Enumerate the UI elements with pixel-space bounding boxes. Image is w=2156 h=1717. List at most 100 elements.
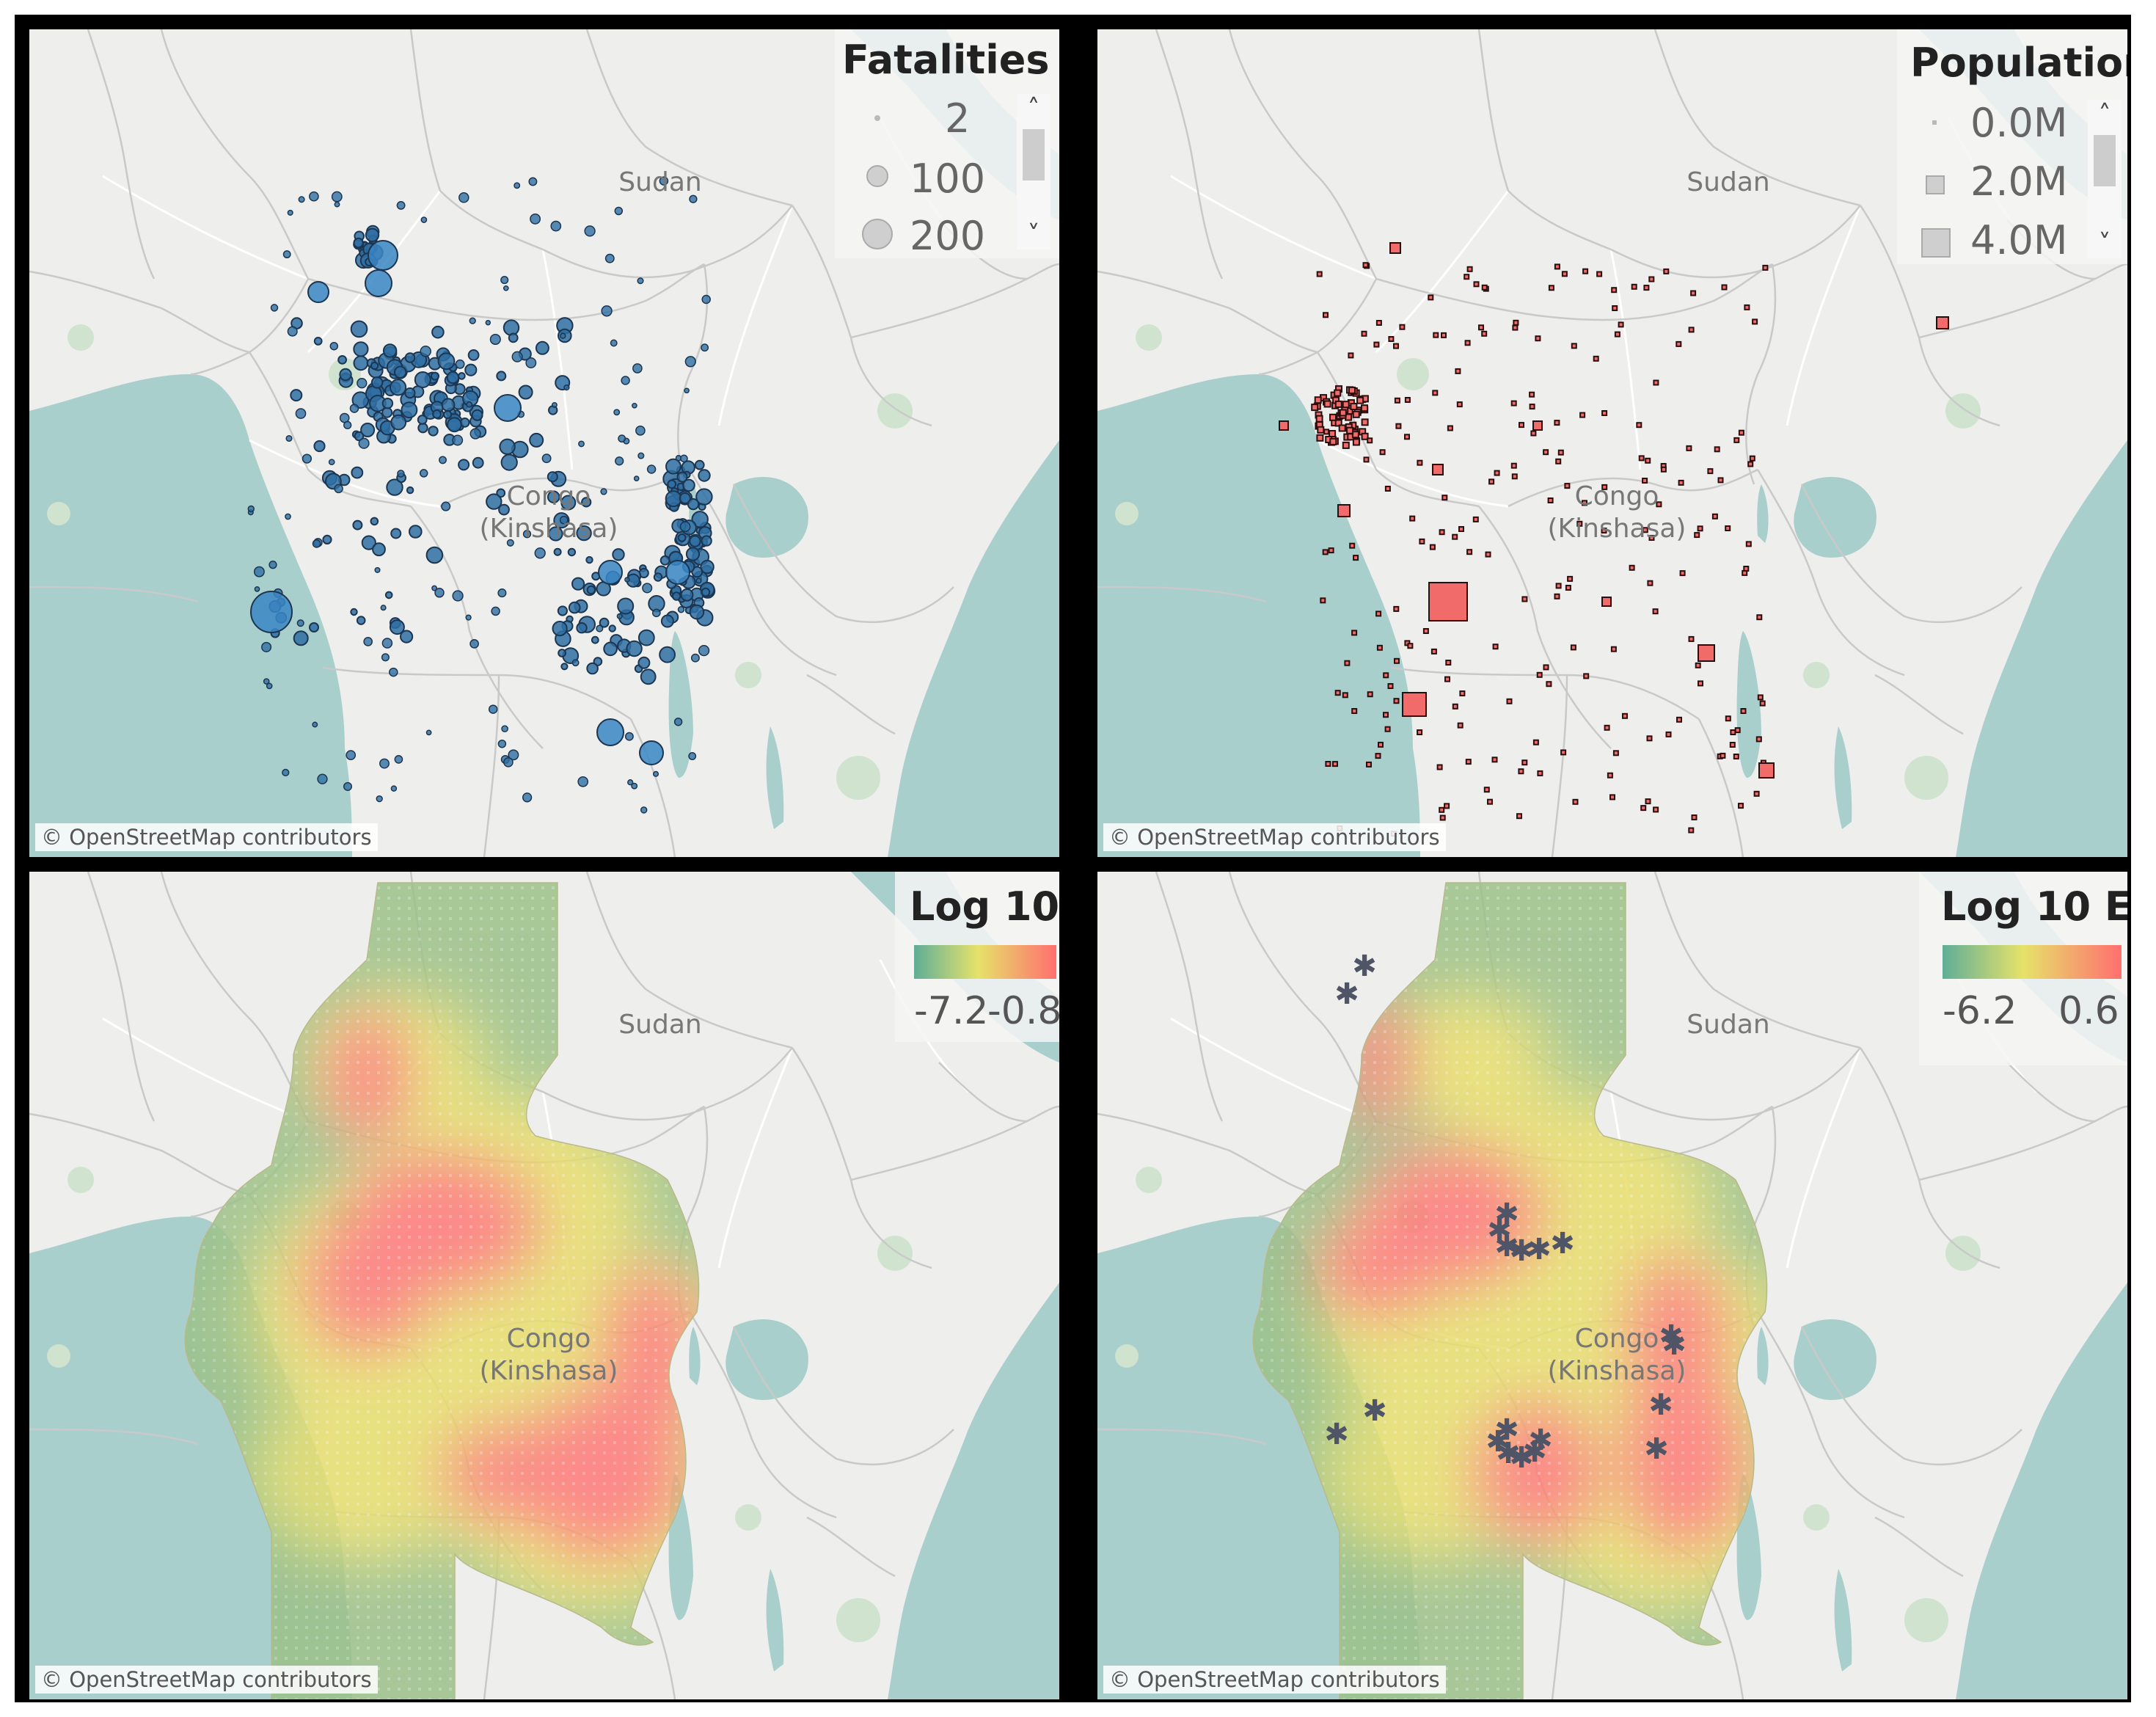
grid-cell <box>562 1236 565 1239</box>
grid-cell <box>326 1082 329 1084</box>
grid-cell <box>408 1513 411 1516</box>
grid-cell <box>346 1133 349 1136</box>
grid-cell <box>500 1246 503 1249</box>
population-map-panel[interactable]: Sudan Congo (Kinshasa) Population 0.0M 2.0… <box>1097 29 2127 857</box>
grid-cell <box>521 1523 524 1526</box>
grid-cell <box>552 1544 555 1547</box>
grid-cell <box>490 969 493 971</box>
grid-cell <box>387 1277 390 1280</box>
grid-cell <box>521 1349 524 1352</box>
grid-cell <box>439 948 442 951</box>
grid-cell <box>449 1554 452 1557</box>
country-border <box>29 1112 250 1196</box>
grid-cell <box>469 1236 472 1239</box>
grid-cell <box>603 1575 606 1578</box>
grid-cell <box>562 1462 565 1465</box>
population-marker <box>1572 798 1579 805</box>
grid-cell <box>490 999 493 1002</box>
grid-cell <box>336 1092 339 1095</box>
scroll-thumb[interactable] <box>1023 129 1045 181</box>
grid-cell <box>490 1236 493 1239</box>
fatality-marker <box>486 493 503 510</box>
grid-cell <box>285 1554 288 1557</box>
grid-cell <box>398 927 401 930</box>
grid-cell <box>459 1040 462 1043</box>
grid-cell <box>377 1051 380 1054</box>
fatality-marker <box>372 542 386 557</box>
grid-cell <box>521 907 524 910</box>
grid-cell <box>418 1534 421 1536</box>
grid-cell <box>398 1647 401 1649</box>
grid-cell <box>603 1205 606 1208</box>
grid-cell <box>305 1544 308 1547</box>
grid-cell <box>233 1410 236 1413</box>
grid-cell <box>511 1575 514 1578</box>
fatality-marker <box>639 740 664 765</box>
grid-cell <box>449 1297 452 1300</box>
legend-scrollbar[interactable]: ˄ ˅ <box>2088 100 2122 258</box>
grid-cell <box>511 1554 514 1557</box>
map-attribution[interactable]: © OpenStreetMap contributors <box>35 823 378 851</box>
grid-cell <box>624 1534 626 1536</box>
grid-cell <box>377 1297 380 1300</box>
grid-cell <box>490 938 493 941</box>
grid-cell <box>665 1308 668 1310</box>
fatality-marker <box>282 250 291 259</box>
grid-cell <box>511 1195 514 1197</box>
scroll-up-icon[interactable]: ˄ <box>1027 94 1040 123</box>
grid-cell <box>449 1482 452 1485</box>
grid-cell <box>603 1379 606 1382</box>
grid-cell <box>541 1277 544 1280</box>
fatality-marker <box>701 587 711 597</box>
grid-cell <box>531 1369 534 1372</box>
grid-cell <box>367 1215 370 1218</box>
grid-cell <box>449 1092 452 1095</box>
scroll-thumb[interactable] <box>2094 135 2116 186</box>
fatality-marker <box>381 638 393 649</box>
fatalities-map-panel[interactable]: Sudan Congo (Kinshasa) Fatalities 2 100 20… <box>29 29 1059 857</box>
map-attribution[interactable]: © OpenStreetMap contributors <box>1103 823 1446 851</box>
grid-cell <box>418 1410 421 1413</box>
grid-cell <box>418 1482 421 1485</box>
grid-cell <box>377 1174 380 1177</box>
grid-cell <box>244 1441 246 1444</box>
grid-cell <box>326 1492 329 1495</box>
grid-cell <box>562 1421 565 1423</box>
grid-cell <box>305 1554 308 1557</box>
fatality-marker <box>312 539 321 548</box>
grid-cell <box>449 1575 452 1578</box>
grid-cell <box>377 1338 380 1341</box>
grid-cell <box>572 1215 575 1218</box>
grid-cell <box>305 1462 308 1465</box>
grid-cell <box>552 1379 555 1382</box>
scroll-up-icon[interactable]: ˄ <box>2098 100 2111 129</box>
grid-cell <box>480 1308 483 1310</box>
legend-scrollbar[interactable]: ˄ ˅ <box>1017 94 1050 249</box>
grid-cell <box>521 938 524 941</box>
grid-cell <box>285 1462 288 1465</box>
grid-cell <box>439 969 442 971</box>
grid-cell <box>326 1071 329 1074</box>
grid-cell <box>387 1390 390 1393</box>
population-marker <box>1642 478 1648 484</box>
grid-cell <box>305 1431 308 1434</box>
population-marker <box>1532 420 1543 431</box>
scroll-down-icon[interactable]: ˅ <box>1027 220 1040 249</box>
grid-cell <box>562 1174 565 1177</box>
grid-cell <box>459 1369 462 1372</box>
grid-cell <box>511 1133 514 1136</box>
fatality-marker <box>329 341 339 351</box>
grid-cell <box>439 1246 442 1249</box>
grid-cell <box>305 1225 308 1228</box>
grid-cell <box>500 1575 503 1578</box>
grid-cell <box>624 1482 626 1485</box>
grid-cell <box>367 1421 370 1423</box>
grid-cell <box>398 1297 401 1300</box>
grid-cell <box>634 1195 637 1197</box>
scroll-down-icon[interactable]: ˅ <box>2098 229 2111 258</box>
grid-cell <box>285 1328 288 1331</box>
grid-cell <box>459 1102 462 1105</box>
fatality-marker <box>353 355 369 371</box>
